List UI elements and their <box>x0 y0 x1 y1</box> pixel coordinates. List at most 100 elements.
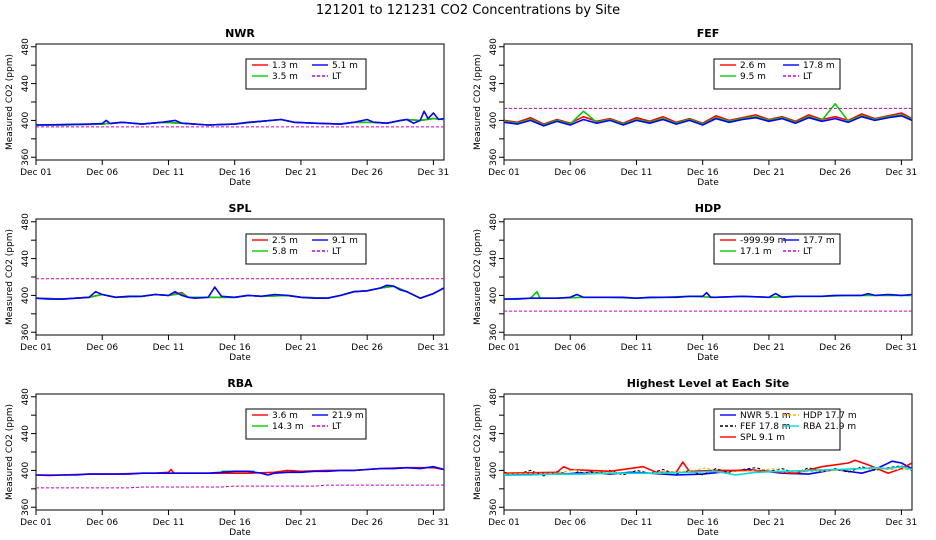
panel-title: Highest Level at Each Site <box>627 377 790 390</box>
y-tick-label: 440 <box>21 425 31 442</box>
x-tick-label: Dec 01 <box>20 518 52 528</box>
y-tick-label: 360 <box>489 498 499 515</box>
x-tick-label: Dec 06 <box>554 168 586 178</box>
x-tick-label: Dec 11 <box>153 518 185 528</box>
chart-panel-5: Highest Level at Each Site 360 400 440 480 Me… <box>473 377 917 538</box>
y-tick-label: 440 <box>489 425 499 442</box>
x-tick-label: Dec 06 <box>86 343 118 353</box>
x-tick-label: Dec 11 <box>621 343 653 353</box>
x-axis-label: Date <box>229 528 251 538</box>
series-line-17-8-m <box>504 115 912 127</box>
panel-title: SPL <box>229 202 252 215</box>
y-axis-label: Measured CO2 (ppm) <box>5 54 15 150</box>
chart-panel-0: NWR 360 400 440 480 Measured CO2 (ppm) Dec 01 D… <box>5 27 449 188</box>
plot-frame <box>35 393 445 511</box>
x-tick-label: Dec 16 <box>687 168 719 178</box>
y-tick-label: 480 <box>21 388 31 405</box>
y-tick-label: 360 <box>21 498 31 515</box>
legend-box <box>245 408 367 440</box>
legend-label: 9.5 m <box>740 72 766 82</box>
x-tick-label: Dec 31 <box>886 168 918 178</box>
legend-box <box>713 408 841 451</box>
legend-label: 21.9 m <box>332 411 364 421</box>
legend-label: 5.8 m <box>272 247 298 257</box>
x-tick-label: Dec 11 <box>621 168 653 178</box>
x-tick-label: Dec 26 <box>351 168 383 178</box>
legend-box <box>245 58 367 90</box>
legend-label: 3.5 m <box>272 72 298 82</box>
y-tick-label: 440 <box>489 75 499 92</box>
y-axis-label: Measured CO2 (ppm) <box>473 229 483 325</box>
x-tick-label: Dec 31 <box>886 343 918 353</box>
chart-panel-1: FEF 360 400 440 480 Measured CO2 (ppm) Dec 01 D… <box>473 27 917 188</box>
y-tick-label: 480 <box>21 38 31 55</box>
y-tick-label: 400 <box>21 462 31 479</box>
series-group <box>36 278 444 300</box>
x-tick-label: Dec 21 <box>753 343 785 353</box>
y-axis-label: Measured CO2 (ppm) <box>473 54 483 150</box>
x-tick-label: Dec 26 <box>351 343 383 353</box>
x-tick-label: Dec 06 <box>554 518 586 528</box>
x-tick-label: Dec 26 <box>819 518 851 528</box>
x-tick-label: Dec 06 <box>86 518 118 528</box>
y-tick-label: 400 <box>489 287 499 304</box>
x-tick-label: Dec 06 <box>86 168 118 178</box>
x-tick-label: Dec 21 <box>285 343 317 353</box>
x-tick-label: Dec 31 <box>418 343 450 353</box>
y-tick-label: 360 <box>489 323 499 340</box>
y-tick-label: 400 <box>489 462 499 479</box>
plot-frame <box>503 218 913 336</box>
plot-frame <box>35 43 445 161</box>
x-tick-label: Dec 16 <box>687 343 719 353</box>
x-tick-label: Dec 01 <box>488 343 520 353</box>
x-tick-label: Dec 31 <box>418 518 450 528</box>
x-tick-label: Dec 26 <box>819 343 851 353</box>
legend-label: 9.1 m <box>332 236 358 246</box>
legend: 3.6 m14.3 m 21.9 mLT <box>245 408 367 440</box>
x-tick-label: Dec 31 <box>418 168 450 178</box>
series-line-hdp-17-7-m <box>504 467 912 475</box>
chart-panels: NWR 360 400 440 480 Measured CO2 (ppm) Dec 01 D… <box>5 27 917 538</box>
series-group <box>504 459 912 477</box>
y-tick-label: 360 <box>21 148 31 165</box>
y-tick-label: 400 <box>21 287 31 304</box>
legend-label: 2.6 m <box>740 61 766 71</box>
y-tick-label: 400 <box>489 112 499 129</box>
x-tick-label: Dec 21 <box>285 518 317 528</box>
panel-title: NWR <box>225 27 255 40</box>
series-group <box>504 103 912 127</box>
x-tick-label: Dec 11 <box>621 518 653 528</box>
y-tick-label: 360 <box>489 148 499 165</box>
legend: -999.99 m17.1 m 17.7 mLT <box>713 233 841 265</box>
y-tick-label: 440 <box>21 250 31 267</box>
x-tick-label: Dec 06 <box>554 343 586 353</box>
series-line-9-1-m <box>36 284 444 300</box>
legend-label: 17.8 m <box>803 61 835 71</box>
x-tick-label: Dec 21 <box>285 168 317 178</box>
x-tick-label: Dec 21 <box>753 168 785 178</box>
series-line-lt <box>36 484 444 489</box>
legend-label: LT <box>332 422 342 432</box>
series-line-rba-21-9-m <box>504 465 912 476</box>
x-axis-label: Date <box>697 353 719 363</box>
y-tick-label: 480 <box>489 388 499 405</box>
legend-label: 17.7 m <box>803 236 835 246</box>
series-group <box>36 465 444 489</box>
series-line-21-9-m <box>36 465 444 477</box>
figure-title: 121201 to 121231 CO2 Concentrations by S… <box>316 3 620 18</box>
legend-label: 1.3 m <box>272 61 298 71</box>
series-group <box>504 290 912 312</box>
legend-box <box>713 233 841 265</box>
x-tick-label: Dec 16 <box>219 168 251 178</box>
legend-label: NWR 5.1 m <box>740 411 791 421</box>
legend-label: 5.1 m <box>332 61 358 71</box>
x-tick-label: Dec 01 <box>488 518 520 528</box>
x-axis-label: Date <box>697 528 719 538</box>
x-tick-label: Dec 01 <box>20 343 52 353</box>
legend-label: FEF 17.8 m <box>740 422 791 432</box>
x-tick-label: Dec 16 <box>219 518 251 528</box>
y-axis-label: Measured CO2 (ppm) <box>5 404 15 500</box>
series-line-spl-9-1-m <box>504 459 912 475</box>
